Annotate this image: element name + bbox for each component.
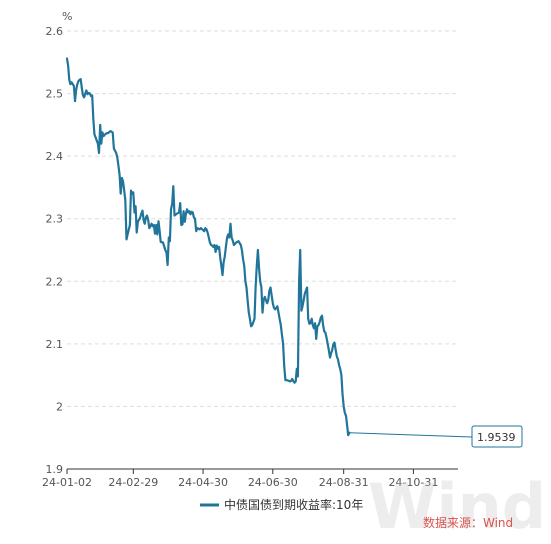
y-tick-label: 2.4 (46, 150, 64, 163)
end-value-callout: 1.9539 (349, 425, 523, 448)
x-tick-label: 24-10-31 (388, 476, 438, 489)
x-tick-label: 24-04-30 (178, 476, 228, 489)
legend-label: 中债国债到期收益率:10年 (224, 497, 363, 512)
y-unit-label: % (62, 10, 72, 23)
data-source-label: 数据来源：Wind (423, 515, 513, 530)
legend[interactable]: 中债国债到期收益率:10年 (200, 497, 363, 512)
end-value-label: 1.9539 (477, 431, 516, 444)
series-layer (65, 57, 351, 437)
y-tick-label: 2.5 (46, 88, 64, 101)
wind-watermark: Wind (368, 470, 546, 543)
y-tick-label: 2 (56, 400, 63, 413)
x-tick-label: 24-01-02 (42, 476, 92, 489)
end-value-pointer (349, 432, 473, 438)
x-tick-label: 24-06-30 (248, 476, 298, 489)
y-tick-label: 1.9 (46, 463, 64, 476)
y-tick-label: 2.6 (46, 25, 64, 38)
series-line (65, 57, 351, 437)
x-axis: 24-01-02 24-02-29 24-04-30 24-06-30 24-08-31… (42, 468, 458, 489)
y-axis: 2.6 2.5 2.4 2.3 2.2 2.1 2 1.9 (46, 25, 64, 476)
grid-layer (67, 30, 458, 407)
x-tick-label: 24-02-29 (108, 476, 158, 489)
x-tick-label: 24-08-31 (319, 476, 369, 489)
y-tick-label: 2.1 (46, 338, 64, 351)
y-tick-label: 2.2 (46, 275, 64, 288)
y-tick-label: 2.3 (46, 213, 64, 226)
